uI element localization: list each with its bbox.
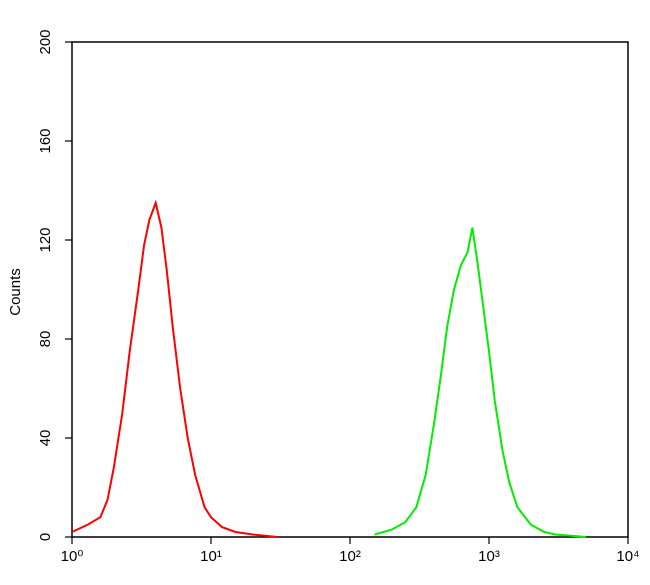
x-tick-label: 10¹ <box>200 548 222 565</box>
histogram-line <box>374 227 587 538</box>
y-tick-label: 160 <box>37 128 54 153</box>
y-tick-label: 40 <box>37 430 54 447</box>
x-tick-label: 10² <box>339 548 361 565</box>
histogram-line <box>71 199 278 538</box>
y-tick-label: 200 <box>37 29 54 54</box>
y-tick-label: 0 <box>37 533 54 541</box>
y-tick-label: 120 <box>37 227 54 252</box>
x-tick-label: 10⁰ <box>61 548 84 565</box>
x-tick-label: 10⁴ <box>616 548 639 565</box>
y-tick-label: 80 <box>37 331 54 348</box>
plot-frame <box>71 41 629 538</box>
y-axis-label: Counts <box>7 268 24 316</box>
x-tick-label: 10³ <box>478 548 500 565</box>
